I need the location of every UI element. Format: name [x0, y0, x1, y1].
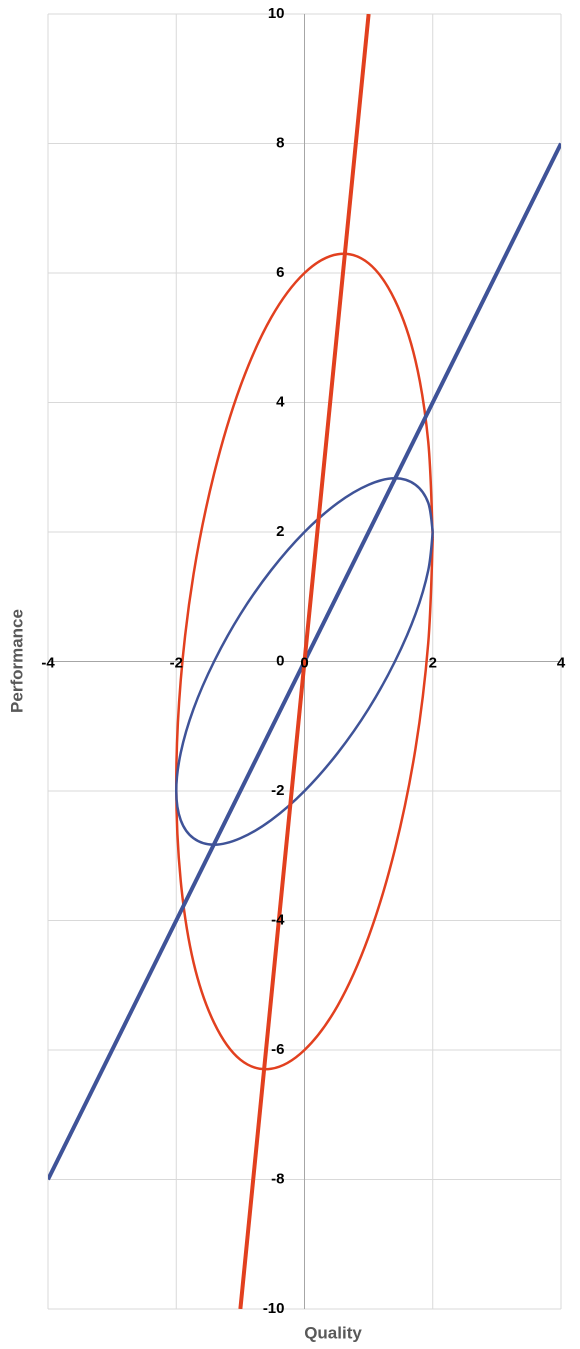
y-tick-label: -2: [271, 782, 284, 799]
y-tick-label: -10: [263, 1300, 285, 1317]
x-axis-title: Quality: [304, 1323, 362, 1342]
y-tick-label: 10: [268, 5, 285, 22]
y-tick-label: 8: [276, 134, 284, 151]
y-tick-label: 4: [276, 393, 285, 410]
plot: [48, 14, 561, 1309]
y-tick-label: 0: [276, 652, 284, 669]
y-tick-label: 2: [276, 523, 284, 540]
x-tick-label: 0: [300, 654, 308, 671]
x-tick-label: 2: [429, 654, 437, 671]
y-tick-label: -8: [271, 1170, 284, 1187]
y-tick-label: 6: [276, 264, 284, 281]
series-line: [175, 477, 434, 846]
y-axis-title: Performance: [7, 609, 26, 713]
x-tick-label: -4: [41, 654, 55, 671]
y-tick-label: -4: [271, 911, 285, 928]
x-tick-label: -2: [170, 654, 183, 671]
series-line: [238, 14, 371, 1309]
y-tick-label: -6: [271, 1041, 284, 1058]
x-tick-label: 4: [557, 654, 566, 671]
